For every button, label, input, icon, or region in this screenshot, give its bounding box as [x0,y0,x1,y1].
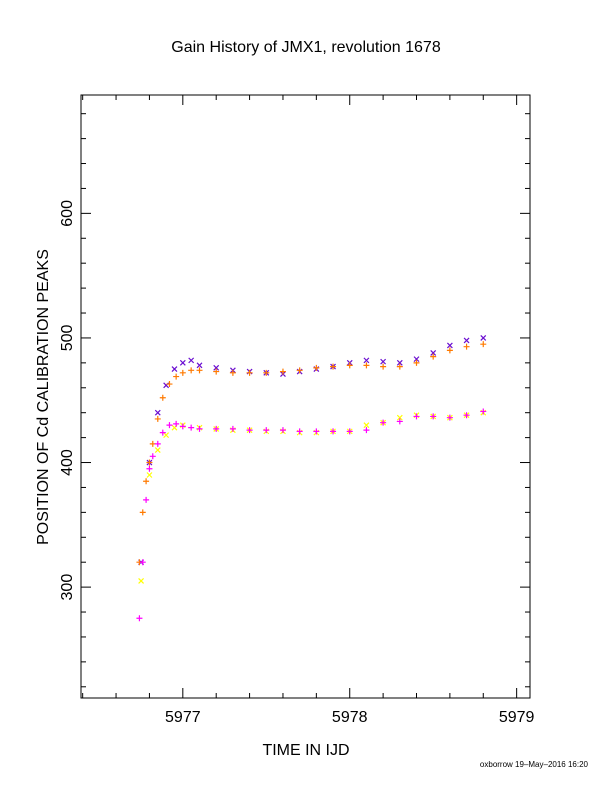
data-point [166,422,173,429]
data-point [146,459,153,466]
data-point [396,363,403,370]
data-point [480,341,487,348]
data-point [330,428,337,435]
data-point [143,496,150,503]
data-point [430,353,437,360]
data-point [136,615,143,622]
data-point [380,419,387,426]
data-point [146,465,153,472]
data-point [346,362,353,369]
data-point [446,414,453,421]
data-point [296,367,303,374]
y-axis-label: POSITION OF Cd CALIBRATION PEAKS [35,249,52,545]
data-point [139,559,146,566]
data-point [446,342,453,349]
data-point [173,420,180,427]
data-point [213,425,220,432]
data-point [159,394,166,401]
data-point [139,509,146,516]
y-tick-label: 400 [59,449,76,476]
data-point [446,347,453,354]
data-point [480,408,487,415]
y-tick-label: 300 [59,574,76,601]
data-point [413,359,420,366]
data-point [188,367,195,374]
data-point [346,428,353,435]
data-point [380,358,387,365]
data-point [463,412,470,419]
series-1 [138,409,487,584]
data-point [363,357,370,364]
x-tick-label: 5977 [165,709,201,726]
data-point [296,428,303,435]
data-point [213,368,220,375]
data-point [179,423,186,430]
data-point [196,425,203,432]
data-point [313,364,320,371]
data-point [279,427,286,434]
data-point [154,409,161,416]
data-point [480,335,487,341]
data-point [163,432,170,439]
data-point [380,363,387,370]
data-point [154,447,161,453]
x-tick-label: 5979 [499,709,535,726]
data-point [363,427,370,434]
plot-frame [80,94,531,699]
data-point [396,359,403,366]
data-point [396,418,403,425]
data-point [188,357,195,364]
data-point [149,440,156,447]
data-point [179,359,186,366]
data-point [154,440,161,447]
data-point [313,428,320,435]
data-point [166,381,173,388]
data-point [463,337,470,344]
y-tick-label: 500 [59,324,76,351]
data-point [463,343,470,350]
data-point [330,363,337,370]
data-point [430,413,437,420]
data-point [146,472,153,478]
data-point [138,577,145,584]
data-point [279,368,286,375]
data-series [136,335,487,622]
y-tick-label: 600 [59,200,76,227]
axis-ticks: 5977 5978 5979 300 400 500 600 [59,95,535,726]
data-point [246,427,253,434]
data-point [188,424,195,431]
data-point [159,429,166,436]
data-point [263,427,270,434]
data-point [149,453,156,460]
data-point [430,349,437,356]
data-point [213,364,220,371]
data-point [413,356,420,363]
data-point [179,369,186,376]
data-point [196,362,203,369]
x-tick-label: 5978 [332,709,368,726]
data-point [229,425,236,432]
data-point [229,369,236,376]
data-point [143,478,150,485]
data-point [363,362,370,369]
series-0 [138,335,487,566]
data-point [363,422,370,429]
data-point [171,366,178,373]
data-point [196,367,203,374]
data-point [154,415,161,422]
data-point [173,373,180,380]
data-point [413,413,420,420]
x-axis-label: TIME IN IJD [262,742,349,759]
data-point [246,369,253,376]
footer-credit: oxborrow 19–May–2016 16:20 [480,760,589,769]
series-2 [136,341,487,566]
chart-title: Gain History of JMX1, revolution 1678 [171,39,441,56]
data-point [396,414,403,421]
series-3 [136,408,487,622]
data-point [263,369,270,376]
